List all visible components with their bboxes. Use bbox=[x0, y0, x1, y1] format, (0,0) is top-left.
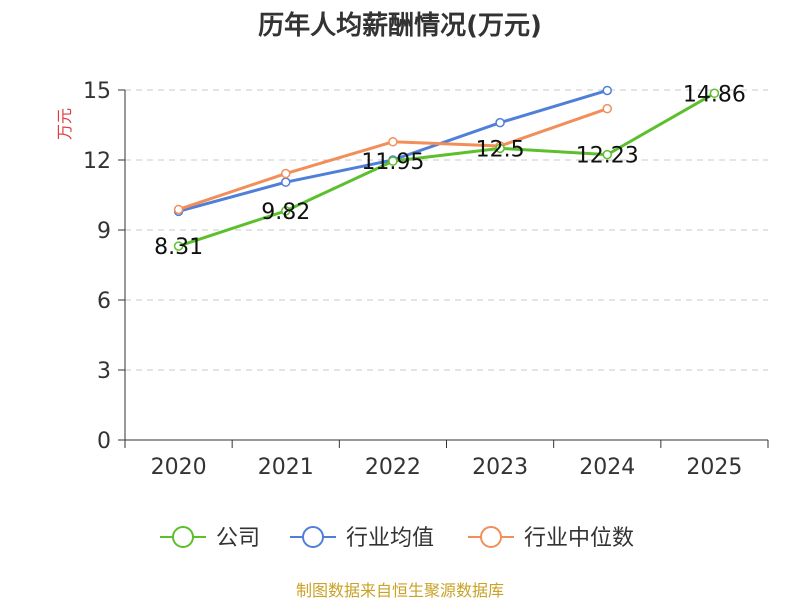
data-point bbox=[173, 204, 184, 215]
source-note: 制图数据来自恒生聚源数据库 bbox=[296, 581, 504, 600]
legend-marker bbox=[172, 526, 194, 548]
grid-lines bbox=[125, 89, 768, 371]
data-point bbox=[602, 85, 612, 96]
data-label: 9.82 bbox=[261, 200, 310, 225]
data-point bbox=[388, 156, 398, 166]
x-tick-label: 2022 bbox=[365, 455, 421, 480]
data-point bbox=[281, 168, 291, 179]
y-tick-label: 3 bbox=[97, 359, 111, 384]
legend-marker bbox=[302, 526, 324, 548]
legend-item-2: 行业中位数 bbox=[468, 526, 634, 551]
legend-label: 公司 bbox=[216, 526, 260, 551]
data-point bbox=[602, 103, 612, 114]
legend-marker bbox=[480, 526, 502, 548]
data-point bbox=[495, 143, 505, 154]
data-label: 8.31 bbox=[154, 235, 203, 260]
data-label: 12.23 bbox=[576, 144, 639, 169]
legend-item-1: 行业均值 bbox=[290, 526, 434, 551]
data-label: 12.5 bbox=[476, 137, 525, 162]
x-tick-label: 2020 bbox=[151, 455, 207, 480]
data-point bbox=[709, 88, 720, 99]
x-tick-label: 2021 bbox=[258, 455, 314, 480]
data-label: 14.86 bbox=[683, 82, 746, 107]
data-point bbox=[281, 177, 291, 187]
data-point bbox=[495, 117, 505, 128]
data-point bbox=[281, 206, 291, 216]
axes: 0 3 6 9 12 15 2020 2021 2022 2023 2024 2025 bbox=[83, 79, 769, 480]
y-tick-label: 9 bbox=[97, 219, 111, 244]
data-point bbox=[602, 149, 612, 160]
x-tick-label: 2024 bbox=[579, 455, 635, 480]
legend-item-0: 公司 bbox=[160, 526, 260, 551]
series-layer bbox=[173, 85, 720, 251]
y-tick-label: 15 bbox=[83, 79, 111, 104]
legend-label: 行业均值 bbox=[346, 526, 434, 551]
x-tick-label: 2025 bbox=[686, 455, 742, 480]
x-tick-label: 2023 bbox=[472, 455, 528, 480]
data-labels: 8.31 9.82 11.95 12.5 12.23 14.86 bbox=[154, 82, 746, 260]
y-axis-label: 万元 bbox=[55, 108, 74, 140]
data-label: 11.95 bbox=[361, 150, 424, 175]
series-line bbox=[178, 91, 716, 248]
data-point bbox=[173, 241, 184, 251]
chart-title: 历年人均薪酬情况(万元) bbox=[258, 10, 542, 41]
y-tick-label: 6 bbox=[97, 289, 111, 314]
legend: 公司 行业均值 行业中位数 bbox=[160, 526, 634, 551]
y-tick-label: 0 bbox=[97, 429, 111, 454]
legend-label: 行业中位数 bbox=[524, 526, 634, 551]
y-tick-label: 12 bbox=[83, 149, 111, 174]
series-0 bbox=[173, 88, 720, 251]
data-point bbox=[388, 137, 398, 147]
